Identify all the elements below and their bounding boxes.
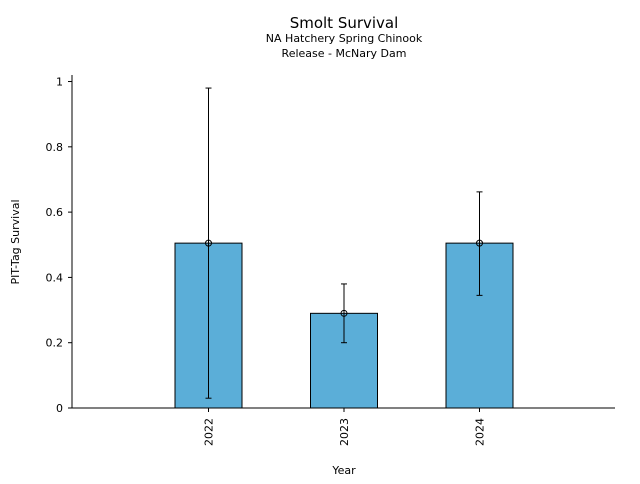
plot-area: 0 0.2 0.4 0.6 0.8 1 2022 2023 2024: [46, 75, 615, 446]
y-tick-label: 0.2: [46, 337, 64, 350]
x-axis-label: Year: [331, 464, 356, 477]
y-tick-label: 0.8: [46, 141, 64, 154]
y-tick-label: 1: [56, 76, 63, 89]
x-tick-label-2022: 2022: [203, 418, 216, 446]
y-tick-label: 0.4: [46, 271, 64, 284]
chart-subtitle-line-2: Release - McNary Dam: [282, 47, 407, 60]
point-marker-2024: [476, 239, 483, 247]
y-axis-label: PIT-Tag Survival: [9, 199, 22, 284]
x-tick-label-2024: 2024: [474, 418, 487, 446]
y-tick-label: 0: [56, 402, 63, 415]
chart-title: Smolt Survival: [290, 14, 399, 32]
y-tick-label: 0.6: [46, 206, 64, 219]
point-marker-2022: [205, 239, 212, 247]
point-marker-2023: [340, 309, 348, 317]
chart-subtitle-line-1: NA Hatchery Spring Chinook: [266, 32, 423, 45]
x-tick-label-2023: 2023: [338, 418, 351, 446]
